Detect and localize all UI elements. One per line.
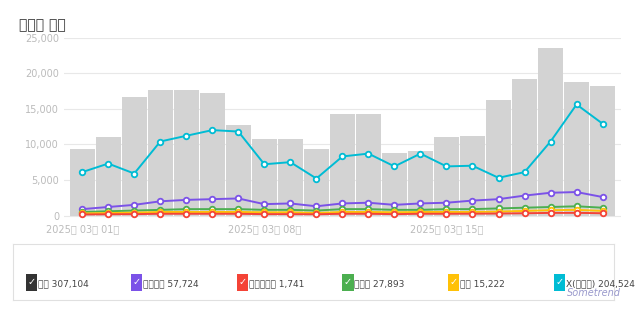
Bar [538, 48, 563, 216]
Text: ✓: ✓ [555, 278, 563, 287]
Text: 인스타그램 1,741: 인스타그램 1,741 [249, 279, 304, 288]
Text: 뉴스 15,222: 뉴스 15,222 [460, 279, 505, 288]
Bar [434, 136, 459, 216]
Text: Sometrend: Sometrend [567, 288, 621, 298]
Bar [330, 115, 355, 216]
Bar [408, 151, 433, 216]
Bar [460, 136, 485, 216]
Text: ✓: ✓ [132, 278, 141, 287]
Bar [356, 115, 381, 216]
Text: ✓: ✓ [238, 278, 246, 287]
Text: 커뮤니티 57,724: 커뮤니티 57,724 [143, 279, 199, 288]
Text: ✓: ✓ [344, 278, 352, 287]
Bar [590, 86, 615, 216]
Bar [304, 149, 329, 216]
Bar [486, 100, 511, 216]
Bar [200, 93, 225, 216]
Text: ✓: ✓ [449, 278, 458, 287]
Bar [174, 90, 198, 216]
Bar [278, 139, 303, 216]
Bar [226, 125, 251, 216]
Bar [564, 82, 589, 216]
Text: 합계 307,104: 합계 307,104 [38, 279, 88, 288]
Text: X(트위터) 204,524: X(트위터) 204,524 [566, 279, 634, 288]
Bar [122, 97, 147, 216]
Bar [96, 137, 120, 216]
Bar [252, 139, 276, 216]
Bar [382, 153, 407, 216]
Bar [512, 79, 537, 216]
Text: 블로그 27,893: 블로그 27,893 [355, 279, 404, 288]
Bar [148, 90, 173, 216]
Text: ✓: ✓ [27, 278, 35, 287]
Bar [70, 149, 95, 216]
Text: 채널별 건수: 채널별 건수 [19, 18, 66, 32]
